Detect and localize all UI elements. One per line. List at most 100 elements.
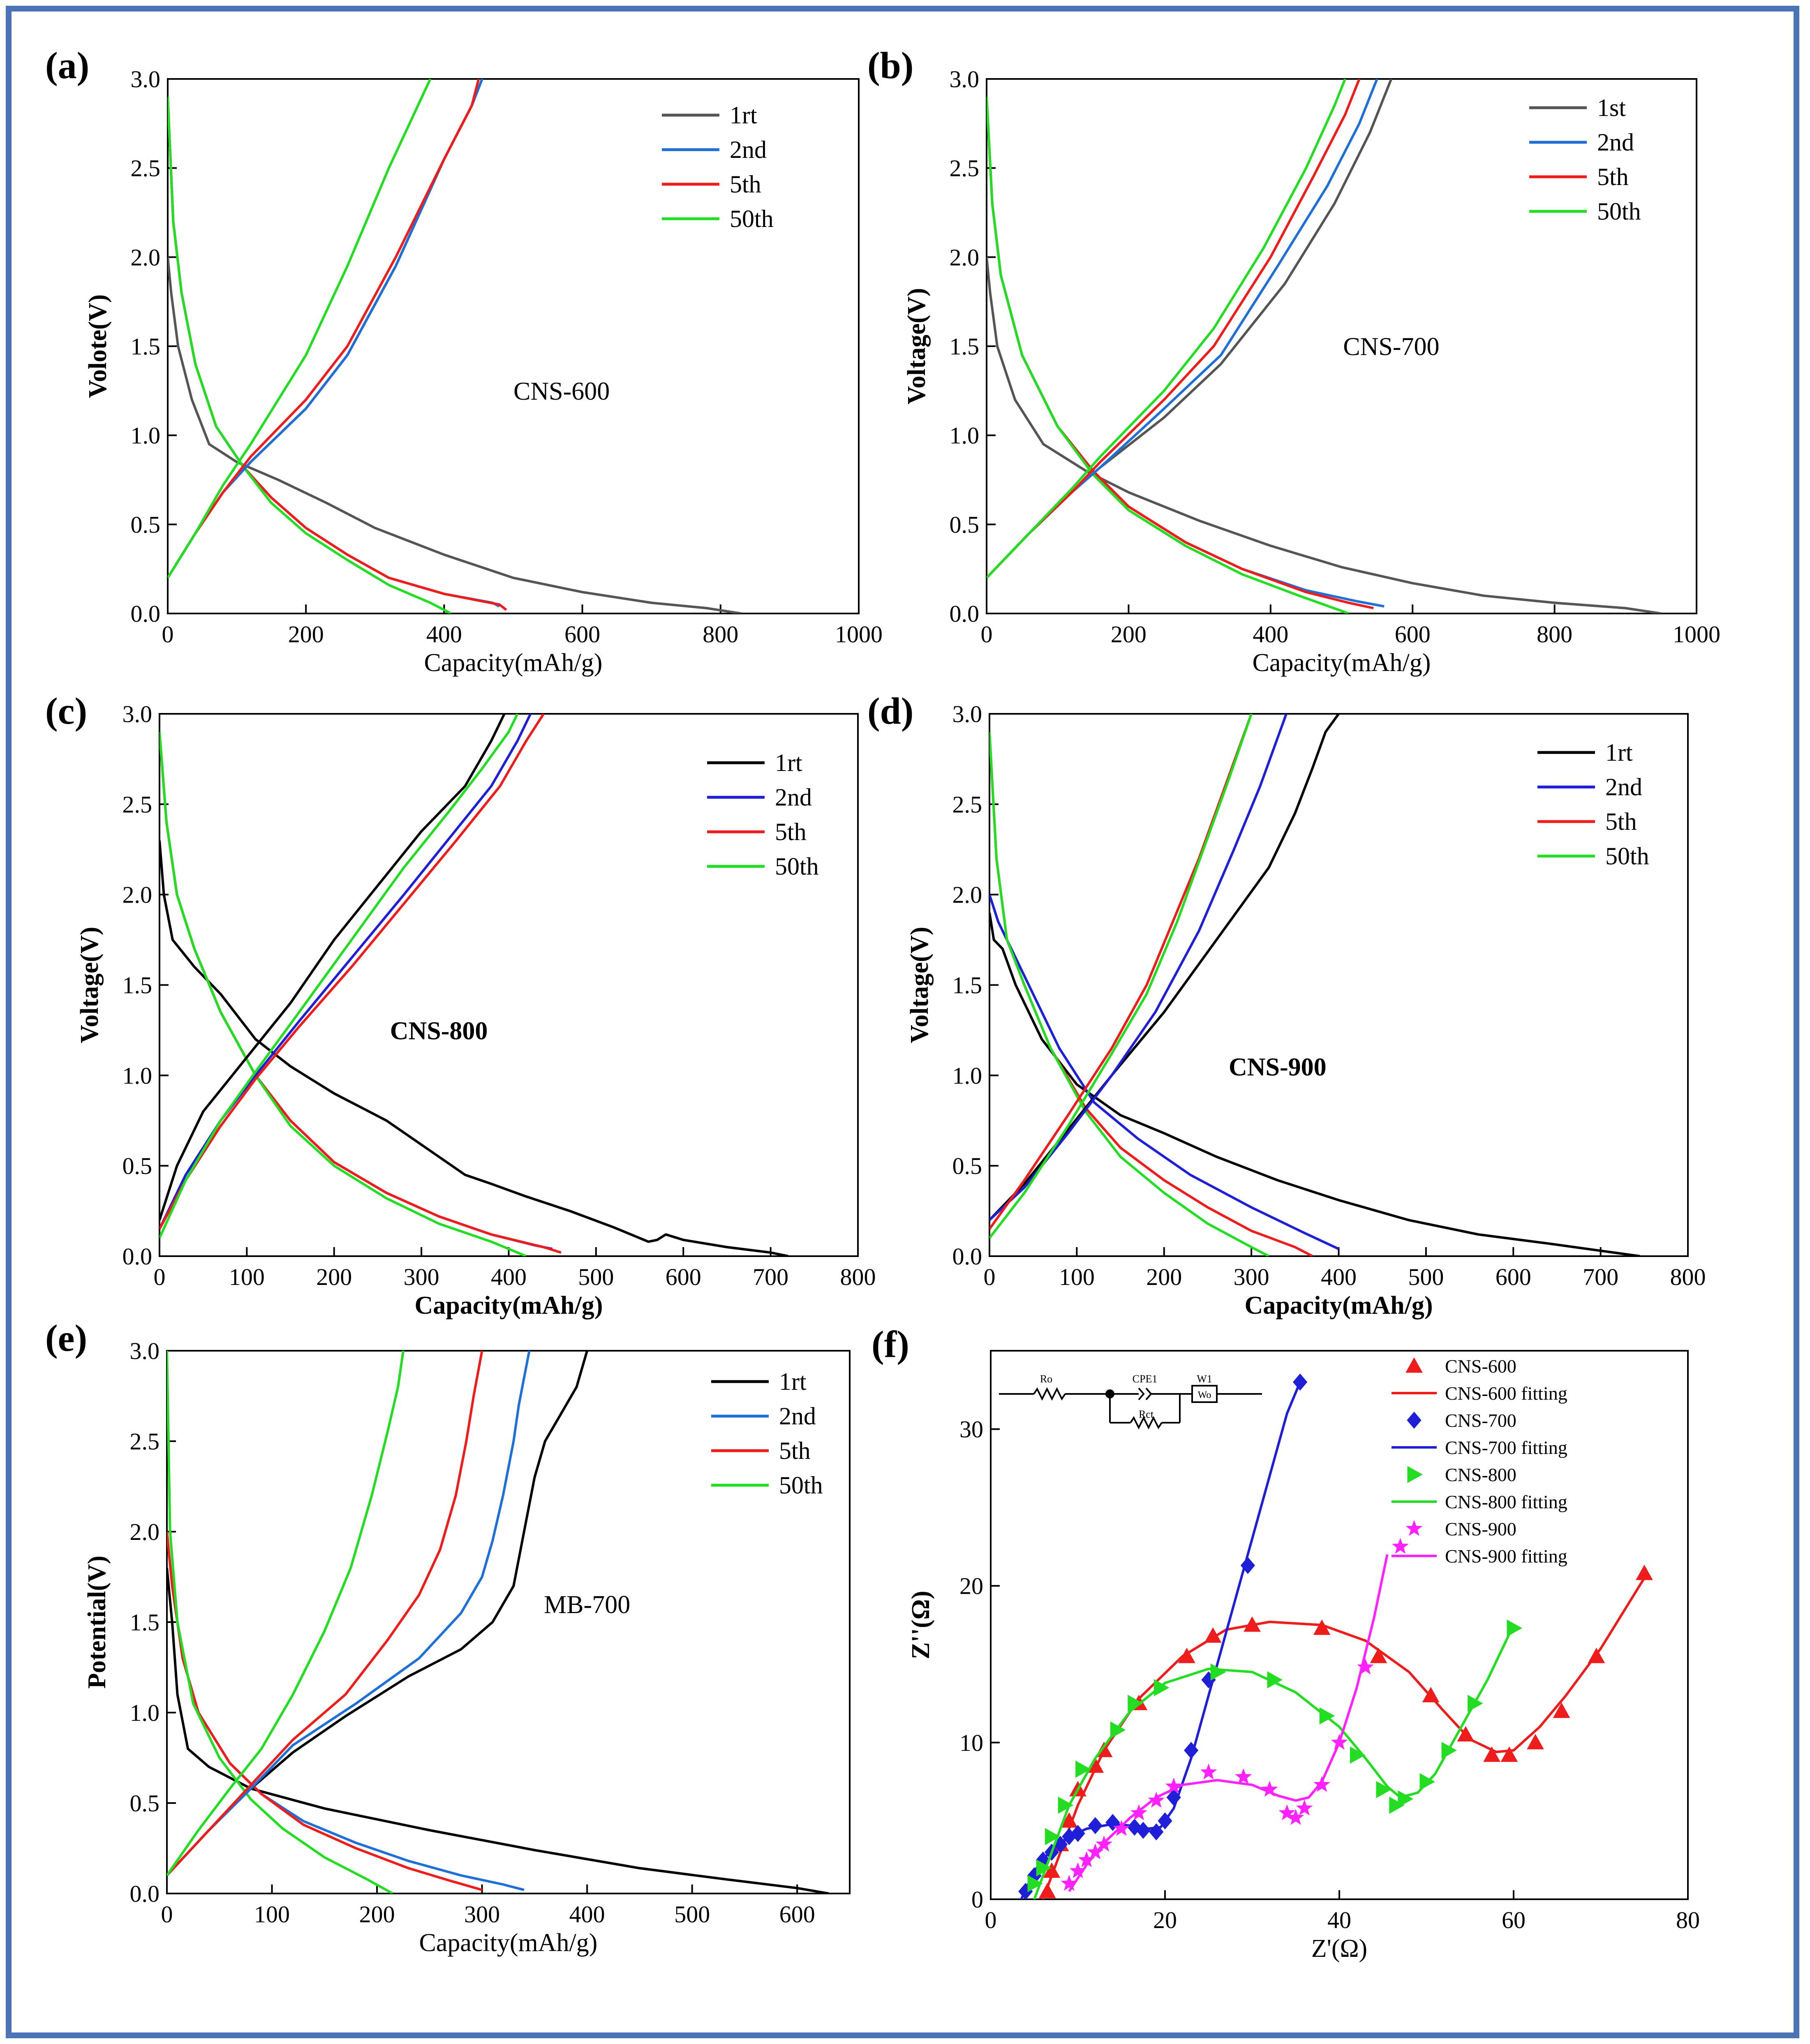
- plot-area-frame: [159, 713, 859, 1257]
- y-tick-label: 3.0: [952, 701, 982, 727]
- x-tick-label: 200: [1146, 1264, 1182, 1290]
- y-tick-label: 1.0: [952, 1062, 982, 1089]
- plot-area-frame: [989, 713, 1689, 1257]
- series-line-1rt-discharge: [167, 1567, 829, 1894]
- data-point-cns-800: [1210, 1663, 1226, 1681]
- series-line-1rt-discharge: [168, 257, 742, 613]
- series-line-5th-charge: [168, 79, 480, 579]
- series-group: [168, 79, 742, 613]
- data-point-cns-900: [1278, 1804, 1296, 1820]
- series-line-2nd-discharge: [987, 97, 1385, 608]
- series-line-2nd-charge: [987, 79, 1378, 579]
- y-tick-label: 2.0: [130, 1519, 160, 1545]
- legend-label: CNS-900 fitting: [1445, 1546, 1567, 1567]
- legend-label: CNS-600: [1445, 1356, 1516, 1377]
- y-tick-label: 1.0: [123, 1062, 153, 1089]
- x-axis-title: Capacity(mAh/g): [419, 1929, 598, 1957]
- plot-area-frame: [166, 1350, 851, 1894]
- series-line-5th-charge: [167, 1351, 483, 1877]
- data-point-cns-900: [1148, 1792, 1165, 1808]
- x-tick-label: 400: [1321, 1264, 1357, 1290]
- legend-marker: [1407, 1412, 1422, 1429]
- legend-label: 2nd: [1597, 129, 1634, 156]
- x-tick-label: 700: [1583, 1264, 1618, 1290]
- y-tick-label: 1.0: [130, 1699, 160, 1726]
- x-tick-label: 0: [161, 1901, 173, 1928]
- panel-label: (b): [867, 44, 913, 86]
- y-tick-label: 3.0: [123, 701, 153, 727]
- series-line-2nd-charge: [989, 714, 1288, 1221]
- x-tick-label: 400: [491, 1264, 527, 1290]
- legend-label: 5th: [730, 171, 761, 198]
- y-tick-label: 0.0: [131, 600, 161, 627]
- series-line-1st-discharge: [987, 257, 1662, 613]
- legend-label: 50th: [779, 1472, 823, 1499]
- x-tick-label: 40: [1327, 1907, 1351, 1933]
- y-tick-label: 20: [959, 1573, 983, 1600]
- data-point-cns-800: [1075, 1760, 1091, 1778]
- circuit-label-rct: Rct: [1139, 1408, 1154, 1420]
- y-axis-title: Voltage(V): [906, 927, 934, 1044]
- legend-label: 5th: [775, 818, 807, 845]
- x-tick-label: 600: [1395, 621, 1431, 648]
- data-point-cns-800: [1045, 1828, 1061, 1845]
- y-tick-label: 1.5: [130, 1609, 160, 1636]
- y-tick-label: 2.5: [130, 1428, 160, 1455]
- legend-label: 1rt: [730, 102, 757, 129]
- data-point-cns-900: [1113, 1820, 1130, 1836]
- circuit-label-w: W1: [1197, 1373, 1212, 1385]
- panel-d: 0 100 200 300 400 500 600 700 800 0.0 0.5 1.0 1.5 2.0…: [867, 690, 1706, 1319]
- data-point-cns-900: [1235, 1768, 1252, 1785]
- data-point-cns-600: [1483, 1746, 1500, 1762]
- series-line-50th-discharge: [168, 97, 452, 613]
- legend-label: 50th: [775, 853, 819, 880]
- x-tick-label: 0: [154, 1264, 166, 1290]
- x-tick-label: 600: [779, 1901, 815, 1928]
- series-group: [989, 714, 1640, 1256]
- series-line-2nd-charge: [167, 1351, 531, 1877]
- x-tick-label: 200: [288, 621, 324, 648]
- series-line-1rt-charge: [167, 1351, 589, 1877]
- y-tick-label: 3.0: [130, 1338, 160, 1364]
- x-tick-label: 600: [564, 621, 600, 648]
- data-point-cns-900: [1392, 1537, 1409, 1554]
- x-tick-label: 700: [753, 1264, 788, 1290]
- legend-label: 1st: [1597, 94, 1626, 121]
- data-point-cns-700: [1088, 1817, 1103, 1834]
- plot-area-frame: [990, 1350, 1689, 1900]
- y-tick-label: 2.5: [950, 155, 980, 182]
- y-tick-label: 1.5: [131, 333, 161, 360]
- x-tick-label: 400: [426, 621, 462, 648]
- y-tick-label: 0.5: [950, 511, 980, 538]
- legend: 1rt 2nd 5th 50th: [711, 1368, 823, 1499]
- x-axis-title: Capacity(mAh/g): [1244, 1292, 1433, 1319]
- data-point-cns-800: [1376, 1781, 1392, 1799]
- y-tick-label: 3.0: [950, 66, 980, 93]
- x-tick-label: 1000: [835, 621, 883, 648]
- legend-label: CNS-800 fitting: [1445, 1491, 1567, 1512]
- legend-label: 1rt: [1605, 739, 1633, 766]
- series-line-50th-charge: [987, 79, 1346, 579]
- legend-label: 50th: [730, 205, 774, 232]
- legend: 1rt 2nd 5th 50th: [707, 749, 819, 880]
- y-tick-label: 2.0: [952, 882, 982, 908]
- series-line-50th-discharge: [160, 731, 527, 1256]
- x-axis-title: Z'(Ω): [1311, 1935, 1367, 1963]
- series-line-50th-discharge: [167, 1351, 393, 1894]
- circuit-label-cpe: CPE1: [1133, 1373, 1158, 1385]
- data-point-cns-600: [1500, 1746, 1518, 1762]
- y-tick-label: 1.5: [950, 333, 980, 360]
- x-tick-label: 300: [1234, 1264, 1269, 1290]
- legend-label: CNS-700 fitting: [1445, 1437, 1567, 1458]
- sample-annotation: CNS-800: [390, 1017, 488, 1045]
- series-line-5th-discharge: [167, 1531, 483, 1891]
- legend-label: 1rt: [775, 749, 802, 776]
- y-tick-label: 1.0: [131, 422, 161, 449]
- y-tick-label: 1.5: [952, 972, 982, 999]
- y-tick-label: 2.5: [123, 791, 153, 818]
- series-line-50th-charge: [167, 1351, 405, 1876]
- series-line-50th-charge: [989, 714, 1253, 1239]
- x-tick-label: 200: [359, 1901, 395, 1928]
- data-point-cns-900: [1313, 1776, 1330, 1792]
- x-tick-label: 500: [1408, 1264, 1444, 1290]
